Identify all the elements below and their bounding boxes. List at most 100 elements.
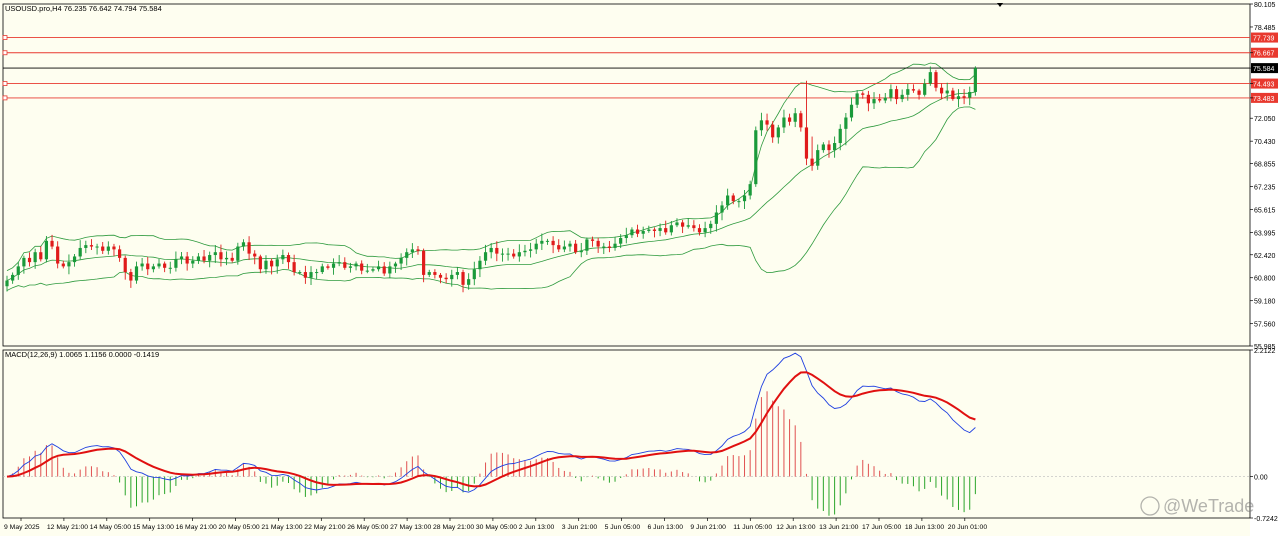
candle (855, 90, 859, 108)
candle-body (11, 274, 15, 281)
candle (635, 224, 640, 238)
candle (720, 201, 724, 221)
candle (89, 239, 94, 251)
candle-body (219, 252, 223, 260)
candle-body (495, 247, 499, 254)
candle-body (697, 228, 702, 233)
candle (179, 251, 184, 265)
candle (669, 220, 673, 236)
candle (596, 237, 600, 253)
candle (478, 256, 482, 278)
candle (647, 225, 651, 233)
time-tick-label: 6 Jun 13:00 (648, 524, 684, 531)
candle-body (765, 120, 769, 125)
time-tick-label: 14 May 05:00 (90, 524, 131, 531)
price-line-tag (1251, 78, 1278, 89)
candle-body (354, 263, 358, 267)
candle (405, 248, 409, 266)
candle (354, 261, 358, 271)
candle (376, 260, 381, 272)
candle-body (393, 263, 398, 267)
candle-body (945, 90, 949, 94)
candle (624, 227, 628, 244)
candle-body (399, 257, 403, 264)
candle-body (962, 96, 966, 98)
candle-body (292, 262, 296, 273)
candle-body (664, 228, 668, 233)
candle (675, 218, 679, 228)
candle (495, 241, 499, 262)
candle (292, 254, 296, 276)
candle (872, 92, 876, 109)
candle-body (562, 246, 566, 250)
candle-body (748, 184, 752, 196)
price-line-handle (2, 35, 8, 40)
candle (557, 239, 561, 253)
price-scale-area (1250, 0, 1280, 536)
candle-body (849, 104, 854, 118)
candle (281, 249, 285, 264)
candle (754, 126, 758, 187)
candle-body (517, 252, 521, 257)
candle (236, 242, 240, 265)
candle (230, 252, 234, 263)
signal-line (6, 371, 976, 488)
time-tick-label: 3 Jun 21:00 (562, 524, 598, 531)
candle-body (512, 253, 516, 257)
candle-body (56, 246, 60, 264)
candle-body (326, 266, 330, 268)
candle-body (286, 255, 291, 263)
candle (393, 261, 398, 273)
price-tick-label: 67.235 (1254, 184, 1276, 191)
candle (737, 198, 741, 208)
candle (202, 250, 206, 264)
candle (703, 221, 707, 238)
candle (664, 220, 668, 235)
candle-body (726, 195, 730, 206)
candle (123, 255, 127, 280)
price-tick-label: 68.855 (1254, 162, 1276, 169)
candle-body (787, 117, 792, 122)
price-line-label: 75.584 (1253, 66, 1275, 73)
candle (619, 234, 623, 249)
candle-body (489, 247, 493, 253)
candle-body (889, 89, 893, 98)
time-tick-label: 9 May 2025 (4, 524, 40, 531)
candle-body (376, 266, 381, 270)
macd-tick-label: 0.00 (1254, 475, 1268, 482)
candle-body (759, 120, 764, 131)
candle-body (360, 263, 364, 271)
candle (540, 233, 544, 251)
candle (185, 251, 189, 271)
candle-body (737, 201, 741, 203)
candle (427, 269, 431, 278)
candle-body (315, 272, 319, 274)
candle (382, 262, 386, 276)
candle-body (540, 240, 544, 244)
candle-body (185, 256, 189, 264)
candle-body (253, 253, 257, 257)
candle (934, 69, 938, 92)
candle (827, 140, 831, 158)
macd-info: MACD(12,26,9) 1.0065 1.1156 0.0000 -0.14… (5, 350, 159, 359)
candle-body (613, 243, 617, 248)
candle (455, 266, 459, 280)
candle (939, 83, 944, 100)
time-tick-label: 22 May 21:00 (304, 524, 345, 531)
price-tick-label: 62.420 (1254, 253, 1276, 260)
candle-body (163, 263, 167, 268)
candle-body (118, 249, 122, 258)
candle-body (720, 205, 724, 213)
candle-body (455, 272, 459, 275)
candle (67, 254, 71, 275)
candle (11, 272, 15, 284)
candle-body (838, 128, 842, 144)
candle (365, 263, 369, 274)
candle-body (89, 245, 94, 247)
price-line-label: 74.493 (1253, 82, 1275, 89)
candle (652, 227, 657, 238)
candle-body (833, 143, 837, 151)
candle-body (320, 266, 324, 273)
price-tick-label: 63.995 (1254, 230, 1276, 237)
